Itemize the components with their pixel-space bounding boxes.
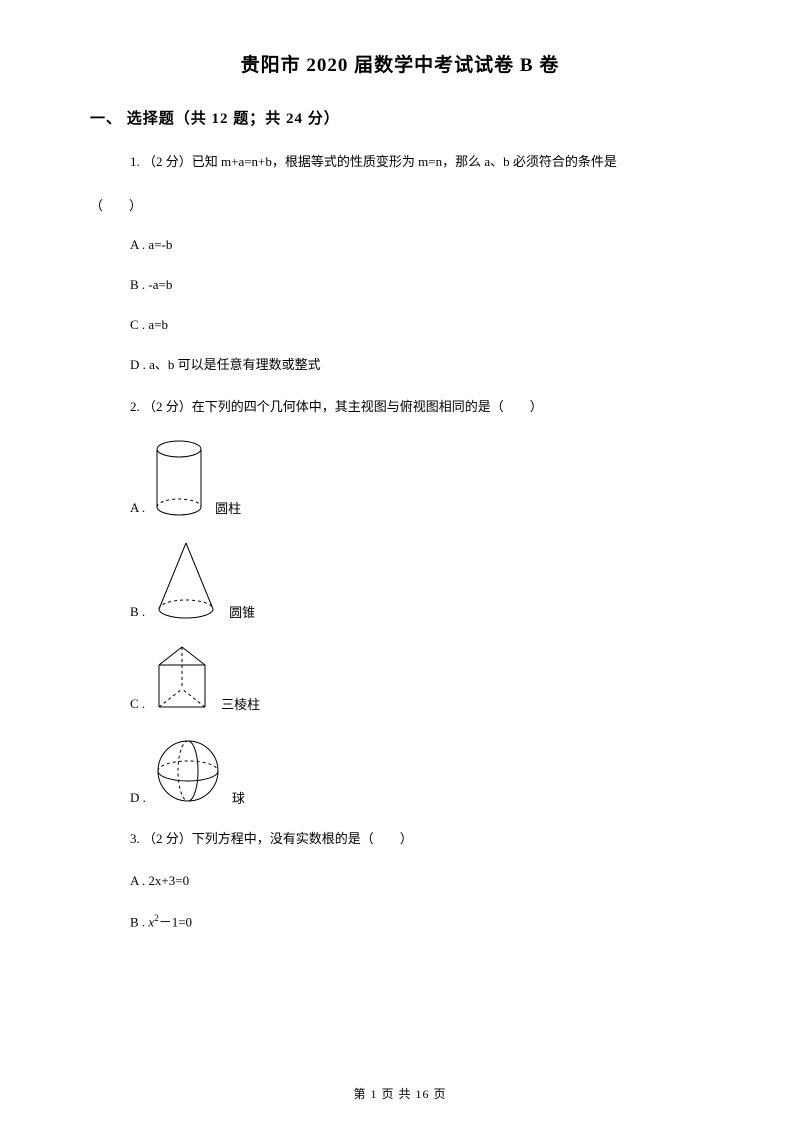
shape-label: 球 [232, 788, 245, 807]
q3-stem: 3. （2 分）下列方程中，没有实数根的是（ ） [90, 829, 710, 850]
q2-option-a: A . 圆柱 [90, 439, 710, 517]
option-label: B . x2－1=0 [130, 912, 192, 932]
q1-option-a: A . a=-b [90, 236, 710, 254]
q1-option-b: B . -a=b [90, 276, 710, 294]
q2-option-b: B . 圆锥 [90, 539, 710, 621]
cone-icon [151, 539, 221, 621]
option-label: C . a=b [130, 316, 168, 334]
page-title: 贵阳市 2020 届数学中考试试卷 B 卷 [90, 50, 710, 77]
sphere-icon [152, 735, 224, 807]
shape-label: 圆锥 [229, 602, 255, 621]
prism-icon [151, 643, 213, 713]
section-heading: 一、 选择题（共 12 题；共 24 分） [90, 107, 710, 128]
option-prefix: B . [130, 915, 148, 930]
page-footer: 第 1 页 共 16 页 [0, 1085, 800, 1102]
q1-continuation: （ ） [90, 195, 710, 214]
option-prefix: A . [130, 499, 145, 517]
q3-option-a: A . 2x+3=0 [90, 872, 710, 890]
q1-option-d: D . a、b 可以是任意有理数或整式 [90, 356, 710, 374]
q1-option-c: C . a=b [90, 316, 710, 334]
option-label: A . 2x+3=0 [130, 872, 189, 890]
q2-stem: 2. （2 分）在下列的四个几何体中，其主视图与俯视图相同的是（ ） [90, 397, 710, 418]
option-label: D . a、b 可以是任意有理数或整式 [130, 356, 321, 374]
shape-label: 圆柱 [215, 498, 241, 517]
shape-label: 三棱柱 [221, 694, 260, 713]
option-prefix: C . [130, 695, 145, 713]
option-prefix: D . [130, 789, 146, 807]
q3-option-b: B . x2－1=0 [90, 912, 710, 932]
q2-option-d: D . 球 [90, 735, 710, 807]
option-label: B . -a=b [130, 276, 172, 294]
option-prefix: B . [130, 603, 145, 621]
option-suffix: －1=0 [159, 915, 192, 930]
cylinder-icon [151, 439, 207, 517]
option-label: A . a=-b [130, 236, 172, 254]
q1-stem: 1. （2 分）已知 m+a=n+b，根据等式的性质变形为 m=n，那么 a、b… [90, 152, 710, 173]
q2-option-c: C . 三棱柱 [90, 643, 710, 713]
